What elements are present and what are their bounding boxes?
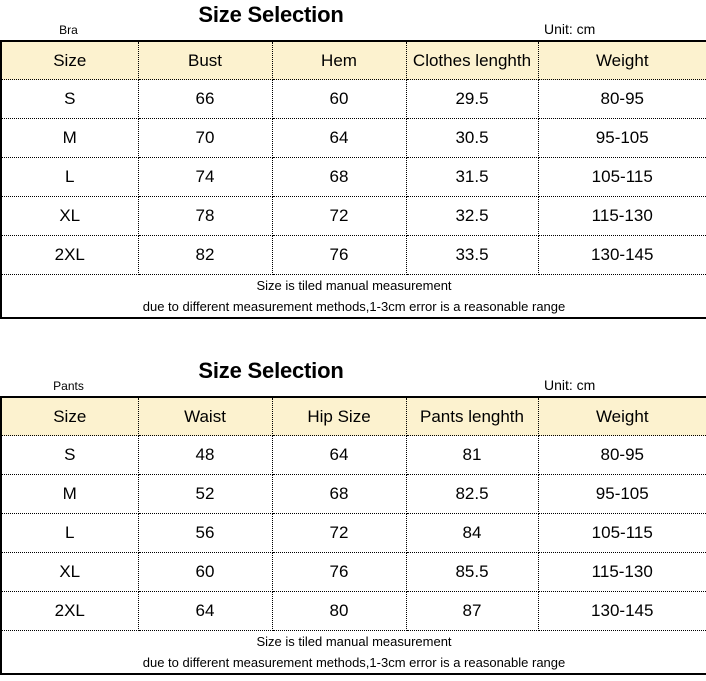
cell-pants-length: 81 (405, 435, 539, 475)
table-row-2xl: 2XL 64 80 87 130-145 (0, 591, 706, 631)
table-row-xl: XL 78 72 32.5 115-130 (0, 196, 706, 236)
cell-hip-size: 80 (271, 591, 407, 631)
table-row-m: M 70 64 30.5 95-105 (0, 118, 706, 158)
table-row-2xl: 2XL 82 76 33.5 130-145 (0, 235, 706, 275)
pants-footnote-row: Size is tiled manual measurement due to … (0, 630, 706, 675)
cell-clothes-length: 29.5 (405, 79, 539, 119)
cell-weight: 115-130 (537, 552, 706, 592)
cell-weight: 95-105 (537, 474, 706, 514)
cell-bust: 74 (137, 157, 273, 197)
cell-weight: 95-105 (537, 118, 706, 158)
column-header-size: Size (0, 40, 139, 80)
cell-clothes-length: 30.5 (405, 118, 539, 158)
cell-clothes-length: 33.5 (405, 235, 539, 275)
cell-weight: 130-145 (537, 235, 706, 275)
cell-size: S (0, 435, 139, 475)
column-header-hip-size: Hip Size (271, 396, 407, 436)
cell-size: 2XL (0, 591, 139, 631)
column-header-hem: Hem (271, 40, 407, 80)
bra-footnote-cell: Size is tiled manual measurement due to … (0, 274, 706, 319)
footnote-line-2: due to different measurement methods,1-3… (142, 655, 566, 670)
cell-hem: 68 (271, 157, 407, 197)
cell-size: XL (0, 552, 139, 592)
column-header-clothes-length: Clothes lenghth (405, 40, 539, 80)
cell-weight: 115-130 (537, 196, 706, 236)
pants-footnote-cell: Size is tiled manual measurement due to … (0, 630, 706, 675)
cell-weight: 80-95 (537, 435, 706, 475)
pants-size-chart-section: Size Selection Pants Unit: cm Size Waist… (0, 356, 706, 675)
cell-waist: 48 (137, 435, 273, 475)
pants-chart-title: Size Selection (198, 358, 344, 383)
column-header-weight: Weight (537, 40, 706, 80)
cell-hip-size: 72 (271, 513, 407, 553)
cell-size: XL (0, 196, 139, 236)
footnote-line-1: Size is tiled manual measurement (256, 634, 452, 649)
cell-hip-size: 64 (271, 435, 407, 475)
bra-unit-label: Unit: cm (544, 21, 596, 37)
cell-bust: 66 (137, 79, 273, 119)
cell-hip-size: 68 (271, 474, 407, 514)
cell-waist: 60 (137, 552, 273, 592)
cell-hem: 76 (271, 235, 407, 275)
footnote-line-2: due to different measurement methods,1-3… (142, 299, 566, 314)
bra-size-chart-section: Size Selection Bra Unit: cm Size Bust He… (0, 0, 706, 319)
footnote-line-1: Size is tiled manual measurement (256, 278, 452, 293)
cell-weight: 105-115 (537, 157, 706, 197)
cell-hem: 60 (271, 79, 407, 119)
cell-pants-length: 87 (405, 591, 539, 631)
cell-size: 2XL (0, 235, 139, 275)
cell-bust: 70 (137, 118, 273, 158)
column-header-waist: Waist (137, 396, 273, 436)
pants-size-table: Size Waist Hip Size Pants lenghth Weight… (0, 396, 706, 675)
bra-footnote-row: Size is tiled manual measurement due to … (0, 274, 706, 319)
table-row-s: S 48 64 81 80-95 (0, 435, 706, 475)
bra-chart-title: Size Selection (198, 2, 344, 27)
cell-bust: 82 (137, 235, 273, 275)
cell-hem: 64 (271, 118, 407, 158)
cell-pants-length: 85.5 (405, 552, 539, 592)
cell-clothes-length: 32.5 (405, 196, 539, 236)
pants-unit-label: Unit: cm (544, 377, 596, 393)
cell-size: L (0, 157, 139, 197)
column-header-size: Size (0, 396, 139, 436)
cell-size: S (0, 79, 139, 119)
cell-size: L (0, 513, 139, 553)
table-row-l: L 74 68 31.5 105-115 (0, 157, 706, 197)
column-header-weight: Weight (537, 396, 706, 436)
cell-size: M (0, 474, 139, 514)
cell-clothes-length: 31.5 (405, 157, 539, 197)
cell-hem: 72 (271, 196, 407, 236)
table-row-s: S 66 60 29.5 80-95 (0, 79, 706, 119)
table-row-l: L 56 72 84 105-115 (0, 513, 706, 553)
cell-pants-length: 82.5 (405, 474, 539, 514)
pants-caption-row: Size Selection Pants Unit: cm (0, 356, 706, 396)
table-row-m: M 52 68 82.5 95-105 (0, 474, 706, 514)
bra-product-label: Bra (59, 23, 78, 37)
cell-hip-size: 76 (271, 552, 407, 592)
pants-header-row: Size Waist Hip Size Pants lenghth Weight (0, 396, 706, 436)
cell-waist: 52 (137, 474, 273, 514)
table-row-xl: XL 60 76 85.5 115-130 (0, 552, 706, 592)
cell-waist: 64 (137, 591, 273, 631)
bra-caption-row: Size Selection Bra Unit: cm (0, 0, 706, 40)
bra-header-row: Size Bust Hem Clothes lenghth Weight (0, 40, 706, 80)
cell-weight: 80-95 (537, 79, 706, 119)
cell-bust: 78 (137, 196, 273, 236)
pants-product-label: Pants (53, 379, 84, 393)
cell-weight: 105-115 (537, 513, 706, 553)
column-header-pants-length: Pants lenghth (405, 396, 539, 436)
cell-pants-length: 84 (405, 513, 539, 553)
cell-waist: 56 (137, 513, 273, 553)
cell-weight: 130-145 (537, 591, 706, 631)
column-header-bust: Bust (137, 40, 273, 80)
bra-size-table: Size Bust Hem Clothes lenghth Weight S 6… (0, 40, 706, 319)
cell-size: M (0, 118, 139, 158)
